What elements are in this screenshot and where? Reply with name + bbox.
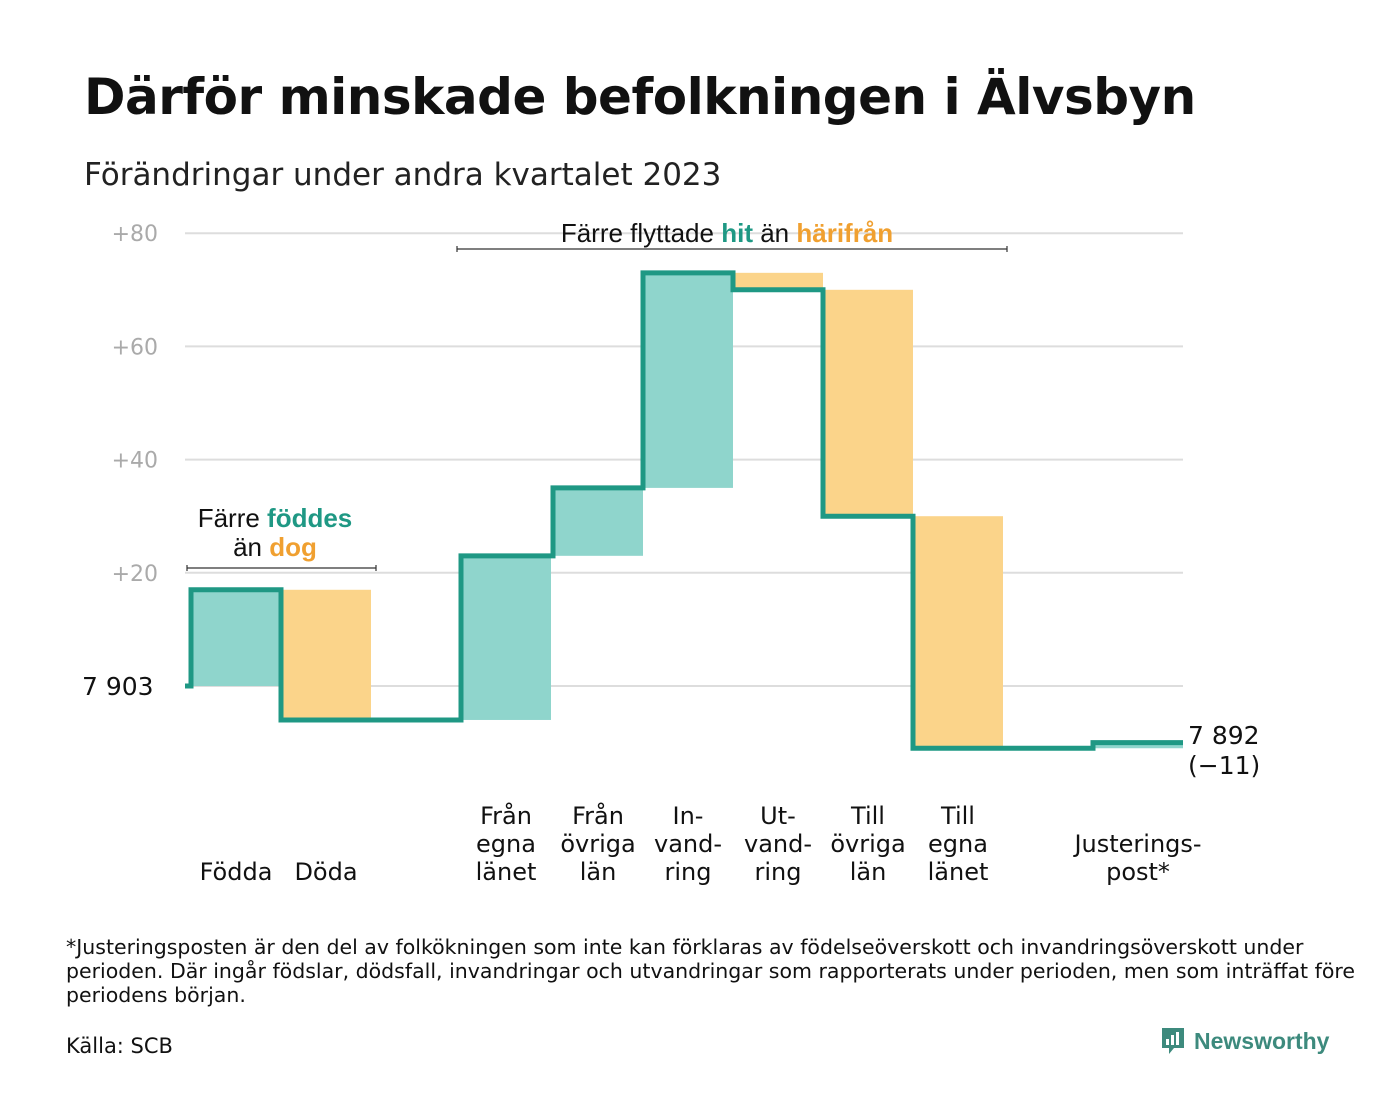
bar: [461, 555, 551, 720]
category-label: Ut-vand-ring: [744, 802, 812, 886]
start-value-label: 7 903: [82, 672, 154, 701]
annotation-text: än dog: [233, 532, 317, 562]
bar: [553, 487, 643, 556]
category-label: Från egna länet: [476, 801, 537, 886]
annotation-text: Färre föddes: [198, 503, 353, 533]
category-label: Till egna länet: [928, 802, 989, 886]
brand-name: Newsworthy: [1194, 1027, 1330, 1054]
bar: [191, 589, 281, 686]
bar: [913, 516, 1003, 749]
y-tick-label: +80: [112, 222, 158, 247]
newsworthy-logo-icon: [1162, 1028, 1184, 1054]
chart-subtitle: Förändringar under andra kvartalet 2023: [84, 157, 722, 193]
cumulative-step-line: [185, 270, 1183, 751]
category-label: Döda: [294, 858, 357, 886]
bar: [643, 272, 733, 488]
bar: [733, 272, 823, 290]
y-tick-label: +40: [112, 449, 158, 474]
brand-logo: Newsworthy: [1160, 1026, 1329, 1056]
category-label: Till övriga län: [830, 802, 905, 886]
category-label: Födda: [200, 858, 273, 886]
bar: [823, 289, 913, 517]
bar: [1093, 742, 1183, 749]
category-label: Justerings-post*: [1072, 830, 1201, 886]
y-tick-label: +20: [112, 562, 158, 587]
annotation-text: Färre flyttade hit än härifrån: [561, 218, 893, 248]
waterfall-chart: +20 +40 +60 +80 7 903 Födda Döda Från egna länet F…: [82, 218, 1260, 886]
category-label: In-vand-ring: [654, 802, 722, 886]
source-label: Källa: SCB: [66, 1034, 173, 1058]
end-value-label: 7 892 (−11): [1188, 721, 1260, 780]
category-label: Från övriga län: [560, 801, 635, 886]
footnote: *Justeringsposten är den del av folkökni…: [66, 935, 1355, 1007]
bar: [281, 589, 371, 720]
chart-title: Därför minskade befolkningen i Älvsbyn: [84, 68, 1196, 126]
y-tick-label: +60: [112, 335, 158, 360]
